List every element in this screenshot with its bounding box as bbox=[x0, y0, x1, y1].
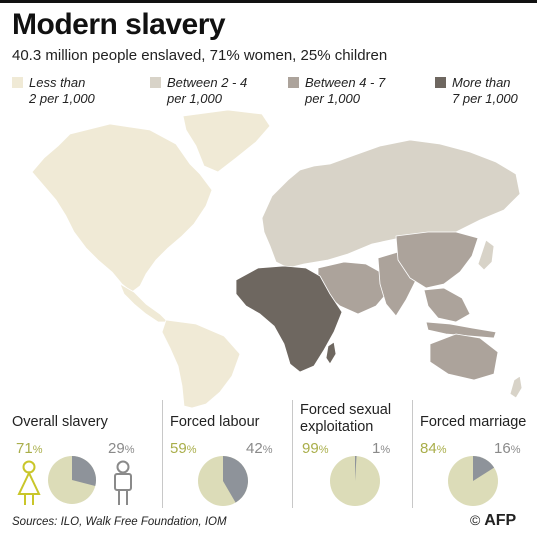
region-indonesia bbox=[425, 321, 497, 339]
panel-divider bbox=[292, 400, 293, 508]
region-madagascar bbox=[325, 341, 337, 365]
page-title: Modern slavery bbox=[12, 8, 226, 41]
pie-slice-men bbox=[72, 456, 96, 486]
panel-forced-labour: Forced labour 59% 42% bbox=[170, 410, 290, 510]
region-greenland bbox=[182, 109, 271, 173]
pct-women: 84% bbox=[420, 440, 446, 457]
legend-label-line1: Less than bbox=[29, 75, 86, 90]
pie-forced-marriage bbox=[448, 456, 498, 506]
pct-unit: % bbox=[186, 444, 197, 456]
legend-swatch bbox=[150, 77, 161, 88]
pct-men: 42% bbox=[246, 440, 272, 457]
pct-value: 42% bbox=[246, 440, 273, 457]
chart-title-line2: exploitation bbox=[300, 419, 374, 435]
top-rule bbox=[0, 0, 537, 3]
legend-swatch bbox=[288, 77, 299, 88]
pct-unit: % bbox=[262, 444, 273, 456]
pie-overall-slavery bbox=[48, 456, 96, 504]
legend-label-line1: Between 2 - 4 bbox=[167, 75, 248, 90]
legend-label-line2: per 1,000 bbox=[305, 91, 360, 106]
pie-forced-sexual-exploitation bbox=[330, 456, 380, 506]
legend-label-line1: Between 4 - 7 bbox=[305, 75, 386, 90]
region-southeast-asia bbox=[423, 287, 471, 323]
panel-overall-slavery: Overall slavery 71% 29% bbox=[12, 410, 160, 510]
chart-title: Forced sexual exploitation bbox=[300, 402, 391, 436]
legend-swatch bbox=[435, 77, 446, 88]
pct-value: 1% bbox=[372, 440, 391, 457]
pct-value: 84% bbox=[420, 440, 447, 457]
pct-women: 59% bbox=[170, 440, 196, 457]
pct-value: 59% bbox=[170, 440, 197, 457]
panel-forced-sexual-exploitation: Forced sexual exploitation 99% 1% bbox=[300, 402, 412, 510]
world-map bbox=[31, 109, 523, 408]
pct-unit: % bbox=[510, 444, 521, 456]
pie-slice-men bbox=[223, 456, 248, 503]
region-east-asia bbox=[395, 231, 479, 289]
pct-value: 99% bbox=[302, 440, 329, 457]
legend-label-line2: 7 per 1,000 bbox=[452, 91, 518, 106]
credit-text: AFP bbox=[484, 512, 517, 529]
pct-unit: % bbox=[318, 444, 329, 456]
pct-women: 71% bbox=[16, 440, 42, 457]
pct-unit: % bbox=[32, 444, 43, 456]
legend-label-line2: per 1,000 bbox=[167, 91, 222, 106]
region-australia bbox=[429, 333, 499, 381]
pct-men: 16% bbox=[494, 440, 520, 457]
pct-unit: % bbox=[380, 444, 391, 456]
chart-title: Forced labour bbox=[170, 414, 260, 430]
chart-title: Overall slavery bbox=[12, 414, 108, 430]
pct-men: 29% bbox=[108, 440, 134, 457]
pct-women: 99% bbox=[302, 440, 328, 457]
panel-forced-marriage: Forced marriage 84% 16% bbox=[420, 410, 535, 510]
region-japan bbox=[477, 239, 495, 271]
page-subtitle: 40.3 million people enslaved, 71% women,… bbox=[12, 47, 388, 64]
pie-slice-men bbox=[355, 456, 357, 481]
chart-title-line1: Forced sexual bbox=[300, 402, 392, 418]
region-north-america bbox=[31, 123, 213, 293]
region-central-america bbox=[119, 283, 169, 323]
panel-divider bbox=[412, 400, 413, 508]
pie-forced-labour bbox=[198, 456, 248, 506]
region-new-zealand bbox=[509, 375, 523, 399]
chart-title: Forced marriage bbox=[420, 414, 527, 430]
legend-label-line2: 2 per 1,000 bbox=[29, 91, 95, 106]
pie-slice-men bbox=[473, 456, 495, 481]
female-figure-icon bbox=[17, 460, 41, 505]
pct-men: 1% bbox=[372, 440, 390, 457]
male-figure-icon bbox=[114, 460, 132, 505]
region-africa bbox=[235, 265, 343, 373]
pct-value: 29% bbox=[108, 440, 135, 457]
pct-unit: % bbox=[436, 444, 447, 456]
legend-swatch bbox=[12, 77, 23, 88]
region-south-america bbox=[161, 319, 241, 408]
afp-credit: © AFP bbox=[470, 512, 516, 530]
pct-value: 16% bbox=[494, 440, 521, 457]
pct-value: 71% bbox=[16, 440, 43, 457]
copyright-icon: © bbox=[470, 512, 481, 528]
region-europe-russia bbox=[261, 139, 521, 269]
source-note: Sources: ILO, Walk Free Foundation, IOM bbox=[12, 516, 227, 528]
pct-unit: % bbox=[124, 444, 135, 456]
legend-label-line1: More than bbox=[452, 75, 511, 90]
panel-divider bbox=[162, 400, 163, 508]
